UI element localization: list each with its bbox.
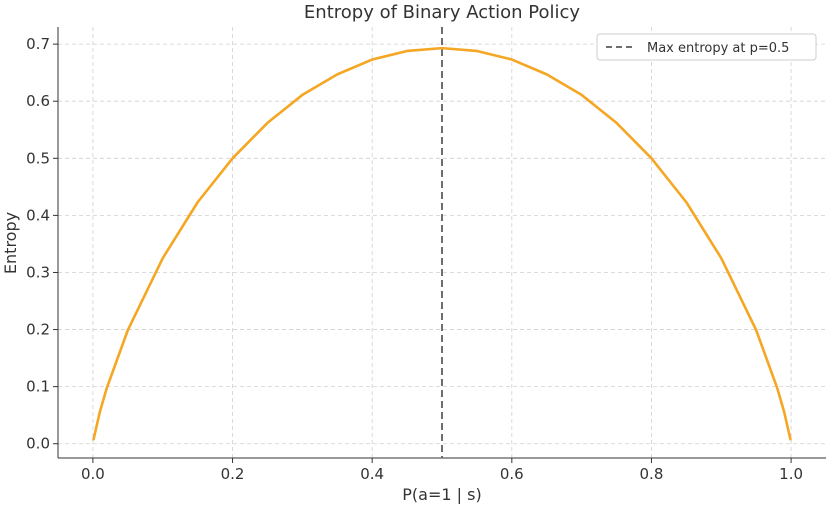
x-tick-label: 0.2: [221, 465, 245, 483]
x-axis-ticks: 0.0 0.2 0.4 0.6 0.8 1.0: [81, 458, 803, 483]
y-tick-label: 0.2: [26, 321, 50, 339]
y-tick-label: 0.7: [26, 35, 50, 53]
x-tick-label: 1.0: [779, 465, 803, 483]
entropy-curve: [92, 46, 792, 441]
grid: [58, 27, 826, 458]
legend-box: [596, 33, 817, 61]
y-tick-label: 0.1: [26, 378, 50, 396]
legend: Max entropy at p=0.5: [596, 33, 817, 61]
y-axis-ticks: 0.0 0.1 0.2 0.3 0.4 0.5 0.6 0.7: [26, 35, 58, 453]
x-tick-label: 0.0: [81, 465, 105, 483]
y-tick-label: 0.5: [26, 149, 50, 167]
chart-title: Entropy of Binary Action Policy: [304, 2, 581, 23]
y-tick-label: 0.6: [26, 92, 50, 110]
legend-label-max-entropy: Max entropy at p=0.5: [647, 41, 789, 56]
y-tick-label: 0.3: [26, 263, 50, 281]
x-tick-label: 0.4: [360, 465, 384, 483]
x-axis-title: P(a=1 | s): [402, 485, 481, 504]
series-layer: [92, 46, 792, 441]
y-tick-label: 0.0: [26, 435, 50, 453]
x-tick-label: 0.6: [500, 465, 524, 483]
x-tick-label: 0.8: [640, 465, 664, 483]
y-tick-label: 0.4: [26, 206, 50, 224]
y-axis-title: Entropy: [1, 212, 20, 274]
